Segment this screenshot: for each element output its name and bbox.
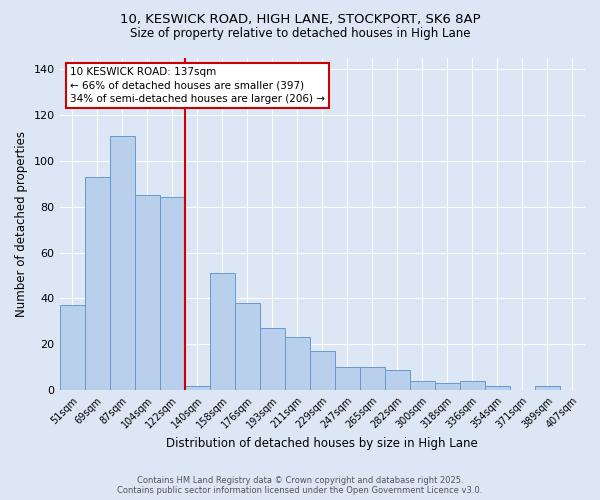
Bar [435, 384, 460, 390]
Text: 10, KESWICK ROAD, HIGH LANE, STOCKPORT, SK6 8AP: 10, KESWICK ROAD, HIGH LANE, STOCKPORT, … [119, 12, 481, 26]
Bar [209, 273, 235, 390]
Bar [110, 136, 134, 390]
Text: Size of property relative to detached houses in High Lane: Size of property relative to detached ho… [130, 28, 470, 40]
Bar [235, 303, 260, 390]
Bar [410, 381, 435, 390]
Y-axis label: Number of detached properties: Number of detached properties [15, 131, 28, 317]
X-axis label: Distribution of detached houses by size in High Lane: Distribution of detached houses by size … [166, 437, 478, 450]
Bar [185, 386, 209, 390]
Bar [460, 381, 485, 390]
Bar [360, 368, 385, 390]
Text: 10 KESWICK ROAD: 137sqm
← 66% of detached houses are smaller (397)
34% of semi-d: 10 KESWICK ROAD: 137sqm ← 66% of detache… [70, 68, 325, 104]
Text: Contains HM Land Registry data © Crown copyright and database right 2025.
Contai: Contains HM Land Registry data © Crown c… [118, 476, 482, 495]
Bar [160, 198, 185, 390]
Bar [59, 306, 85, 390]
Bar [310, 352, 335, 391]
Bar [535, 386, 560, 390]
Bar [85, 177, 110, 390]
Bar [134, 195, 160, 390]
Bar [335, 368, 360, 390]
Bar [260, 328, 285, 390]
Bar [285, 338, 310, 390]
Bar [385, 370, 410, 390]
Bar [485, 386, 510, 390]
